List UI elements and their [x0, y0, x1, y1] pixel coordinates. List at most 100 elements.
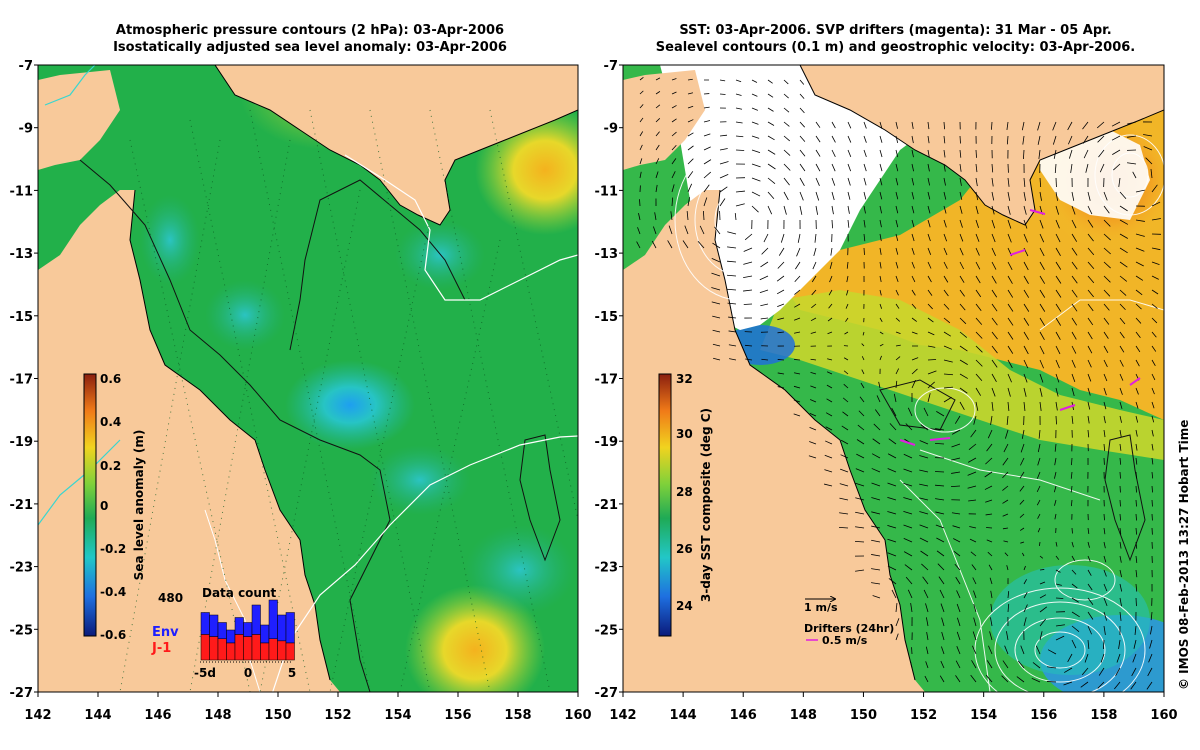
velocity-vector	[1002, 457, 1009, 466]
velocity-vector	[903, 453, 913, 459]
velocity-vector	[719, 79, 726, 82]
velocity-vector	[863, 135, 867, 143]
histogram-bar-env	[243, 622, 253, 637]
y-tick-label: -9	[19, 122, 33, 137]
velocity-vector	[1023, 289, 1030, 298]
velocity-vector	[943, 396, 952, 403]
velocity-vector	[703, 197, 708, 207]
velocity-vector	[668, 225, 673, 235]
velocity-vector	[934, 442, 945, 445]
velocity-vector	[1071, 639, 1077, 649]
velocity-vector	[895, 135, 899, 144]
velocity-vector	[989, 631, 993, 641]
velocity-vector	[1067, 135, 1073, 145]
velocity-vector	[639, 90, 644, 95]
velocity-vector	[1071, 345, 1077, 354]
velocity-vector	[847, 205, 850, 214]
velocity-vector	[1002, 499, 1009, 504]
velocity-vector	[824, 454, 833, 459]
velocity-vector	[815, 191, 820, 201]
velocity-vector	[744, 344, 753, 347]
velocity-vector	[1018, 660, 1025, 669]
right-land-png	[800, 65, 1164, 225]
velocity-vector	[911, 331, 918, 335]
velocity-vector	[703, 210, 705, 221]
velocity-vector	[815, 205, 819, 215]
velocity-vector	[1022, 135, 1025, 145]
velocity-vector	[871, 568, 881, 571]
velocity-vector	[799, 135, 806, 142]
velocity-vector	[943, 163, 946, 172]
velocity-vector	[1133, 639, 1137, 649]
velocity-vector	[1023, 387, 1027, 397]
velocity-vector	[1087, 261, 1095, 270]
velocity-vector	[655, 91, 661, 95]
velocity-vector	[1055, 583, 1062, 586]
velocity-vector	[1007, 401, 1010, 411]
velocity-vector	[687, 158, 694, 165]
velocity-vector	[719, 148, 728, 151]
velocity-vector	[1023, 373, 1028, 383]
velocity-vector	[911, 135, 914, 144]
velocity-vector	[926, 631, 929, 641]
velocity-vector	[847, 149, 852, 158]
velocity-vector	[1055, 373, 1060, 383]
velocity-vector	[1119, 331, 1125, 339]
velocity-vector	[959, 303, 966, 311]
velocity-vector	[1067, 653, 1073, 663]
velocity-vector	[1007, 303, 1014, 312]
velocity-vector	[991, 177, 994, 187]
velocity-vector	[1036, 471, 1041, 479]
velocity-vector	[968, 443, 977, 450]
y-tick-label: -7	[604, 59, 618, 74]
velocity-vector	[670, 211, 673, 221]
velocity-vector	[1119, 555, 1122, 563]
velocity-vector	[1023, 359, 1029, 369]
velocity-vector	[938, 576, 945, 585]
velocity-vector	[1055, 387, 1059, 397]
velocity-vector	[1132, 653, 1137, 663]
y-tick-label: -19	[10, 435, 34, 450]
velocity-vector	[777, 261, 785, 269]
velocity-vector	[1035, 645, 1041, 655]
velocity-vector	[751, 205, 759, 213]
velocity-vector	[934, 484, 945, 487]
velocity-vector	[919, 537, 929, 543]
velocity-vector	[823, 483, 833, 487]
histogram-bar-j1	[285, 642, 295, 661]
velocity-vector	[1145, 157, 1153, 165]
velocity-vector	[813, 247, 817, 257]
velocity-vector	[954, 415, 961, 424]
velocity-vector	[728, 344, 737, 347]
histogram-bar-j1	[200, 634, 210, 661]
velocity-vector	[1103, 289, 1111, 297]
velocity-vector	[1039, 373, 1044, 383]
velocity-vector	[1103, 541, 1106, 549]
velocity-vector	[671, 171, 676, 179]
velocity-vector	[1037, 513, 1041, 519]
velocity-vector	[911, 219, 915, 228]
velocity-vector	[1052, 121, 1057, 131]
velocity-vector	[927, 317, 934, 323]
x-tick-label: 148	[204, 708, 231, 723]
velocity-vector	[927, 191, 931, 200]
velocity-vector	[767, 177, 776, 184]
x-tick-label: 154	[384, 708, 411, 723]
velocity-vector	[847, 177, 851, 186]
velocity-vector	[1039, 359, 1044, 369]
velocity-vector	[777, 303, 785, 308]
velocity-vector	[887, 552, 897, 557]
right-reef-outline	[879, 379, 1146, 562]
velocity-vector	[1119, 373, 1124, 381]
velocity-vector	[1071, 275, 1078, 284]
velocity-vector	[943, 275, 949, 283]
velocity-vector	[1119, 233, 1129, 239]
velocity-vector	[1118, 639, 1121, 649]
velocity-vector	[959, 275, 965, 283]
velocity-vector	[727, 260, 737, 263]
velocity-vector	[969, 538, 977, 543]
velocity-vector	[855, 526, 865, 529]
velocity-vector	[923, 589, 929, 599]
velocity-vector	[655, 158, 660, 165]
velocity-vector	[985, 513, 993, 516]
